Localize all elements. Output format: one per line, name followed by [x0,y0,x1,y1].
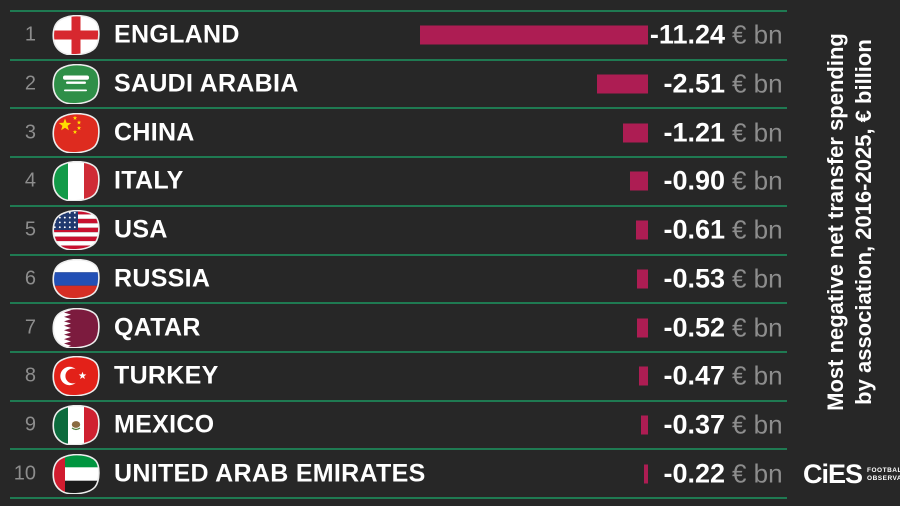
flag-china-icon [52,112,100,153]
unit-label: € bn [732,165,783,196]
unit-label: € bn [732,360,783,391]
value-label: -1.21 [663,117,725,148]
country-label: ENGLAND [114,20,240,49]
negative-spending-bar [640,415,648,435]
unit-label: € bn [732,458,783,489]
table-row: 10 UNITED ARAB EMIRATES -0.22 € bn [10,448,787,497]
table-row: 8 TURKEY -0.47 € bn [10,350,787,400]
rank-label: 2 [24,72,36,95]
table-row: 9 MEXICO -0.37 € bn [10,399,787,449]
unit-label: € bn [732,68,783,99]
flag-usa-icon [52,210,100,251]
table-row: 3 CHINA -1.21 € bn [10,107,787,156]
country-label: SAUDI ARABIA [114,69,299,98]
negative-spending-bar [629,171,648,191]
country-label: TURKEY [114,361,219,390]
cies-logo-subtitle: FOOTBALL OBSERVATORY [867,467,900,483]
table-row: 5 USA -0.61 € bn [10,204,787,254]
flag-united-arab-emirates-icon [52,453,100,494]
country-label: ITALY [114,166,184,195]
value-label: -0.90 [663,165,725,196]
table-row: 4 ITALY -0.90 € bn [10,156,787,205]
negative-spending-bar [419,25,648,45]
negative-spending-bar [623,123,648,143]
country-label: QATAR [114,313,201,342]
unit-label: € bn [732,409,783,440]
flag-saudi-arabia-icon [52,64,100,105]
unit-label: € bn [732,19,783,50]
flag-turkey-icon [52,356,100,397]
negative-spending-bar [637,269,648,289]
chart-title-line1: Most negative net transfer spending [823,33,848,411]
negative-spending-bar [635,220,648,240]
flag-russia-icon [52,258,100,299]
rank-label: 9 [24,413,36,436]
rank-label: 1 [24,23,36,46]
rank-label: 8 [24,364,36,387]
table-row: 7 QATAR -0.52 € bn [10,302,787,351]
value-label: -11.24 [649,19,725,50]
unit-label: € bn [732,214,783,245]
cies-wordmark: CiES [803,459,863,489]
rank-label: 5 [24,218,36,241]
value-label: -0.47 [663,360,725,391]
unit-label: € bn [732,312,783,343]
rank-label: 4 [24,169,36,192]
table-row: 2 SAUDI ARABIA -2.51 € bn [10,58,787,108]
flag-italy-icon [52,161,100,202]
country-label: USA [114,215,168,244]
flag-mexico-icon [52,404,100,445]
rank-label: 6 [24,267,36,290]
rank-label: 10 [13,462,36,485]
country-label: RUSSIA [114,264,211,293]
unit-label: € bn [732,263,783,294]
ranking-table: 1 ENGLAND -11.24 € bn 2 SAUDI ARABIA -2.… [10,10,787,499]
table-row: 1 ENGLAND -11.24 € bn [10,10,787,59]
value-label: -0.37 [663,409,725,440]
cies-logo-subtitle-line1: FOOTBALL [867,466,900,474]
unit-label: € bn [732,117,783,148]
rank-label: 3 [24,121,36,144]
value-label: -2.51 [663,68,725,99]
negative-spending-bar [643,464,648,484]
country-label: CHINA [114,118,195,147]
flag-england-icon [52,15,100,56]
country-label: UNITED ARAB EMIRATES [114,459,426,488]
chart-title-vertical: Most negative net transfer spending by a… [822,0,878,444]
value-label: -0.22 [663,458,725,489]
flag-qatar-icon [52,307,100,348]
cies-logo-subtitle-line2: OBSERVATORY [867,474,900,482]
negative-spending-bar [637,318,648,338]
negative-spending-bar [638,366,648,386]
value-label: -0.52 [663,312,725,343]
rank-label: 7 [24,316,36,339]
negative-spending-bar [597,74,648,94]
cies-logo: CiES FOOTBALL OBSERVATORY [803,461,900,488]
value-label: -0.61 [663,214,725,245]
chart-title-line2: by association, 2016-2025, € billion [851,39,876,405]
value-label: -0.53 [663,263,725,294]
table-row: 6 RUSSIA -0.53 € bn [10,253,787,303]
country-label: MEXICO [114,410,215,439]
